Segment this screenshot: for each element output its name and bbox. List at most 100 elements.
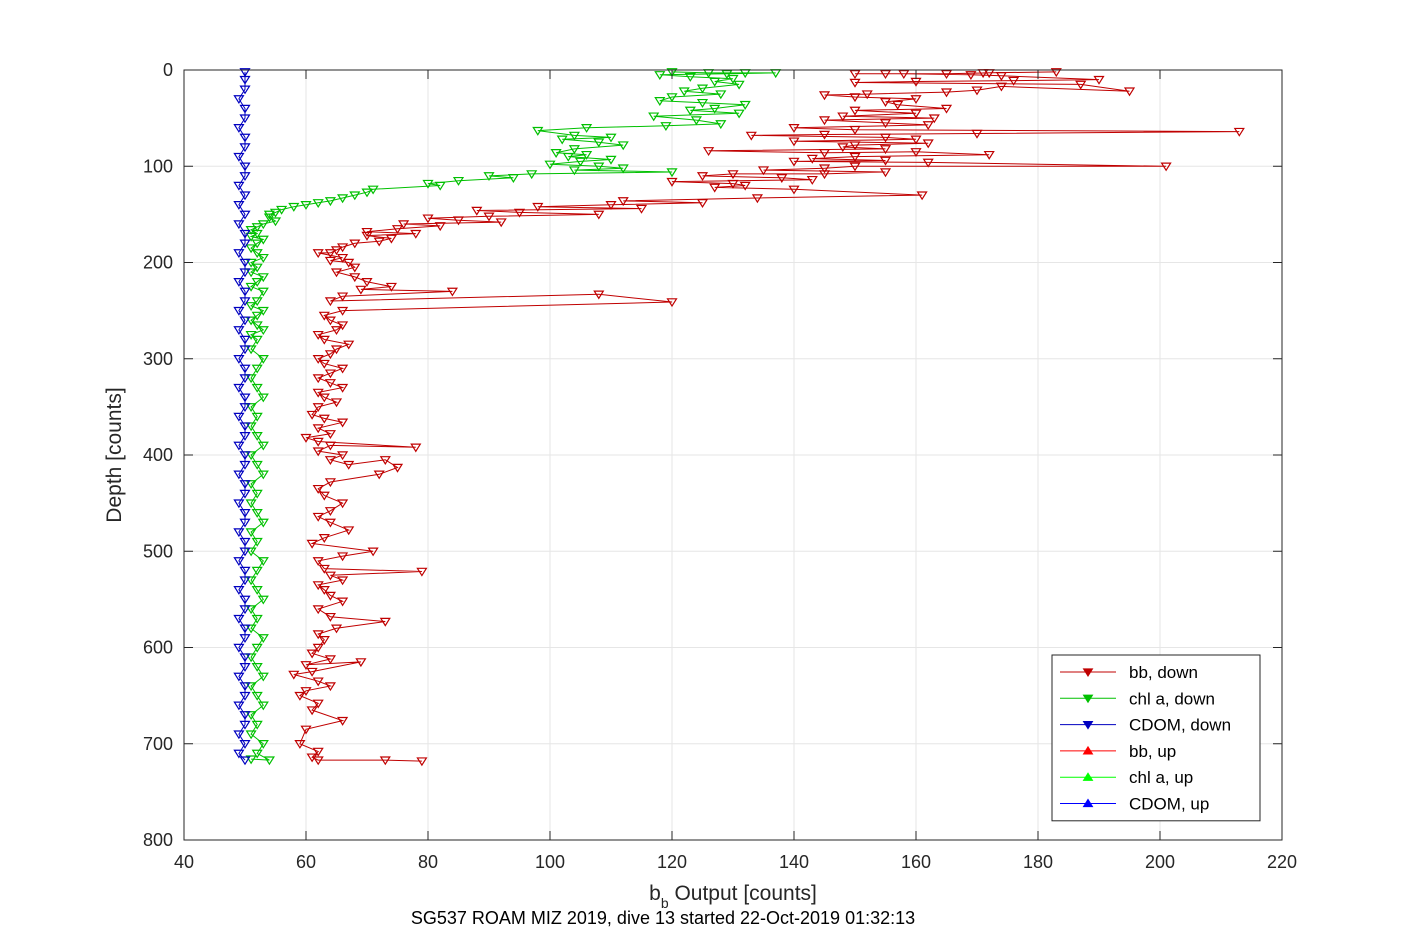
data-point xyxy=(233,701,245,711)
data-point xyxy=(568,131,580,141)
y-tick-label: 600 xyxy=(143,638,173,658)
data-point xyxy=(239,432,251,441)
data-point xyxy=(837,112,849,122)
legend-marker xyxy=(1082,720,1094,730)
data-point xyxy=(1160,162,1172,172)
data-point xyxy=(324,249,336,259)
data-point xyxy=(300,725,312,735)
data-point xyxy=(245,282,257,292)
data-point xyxy=(452,216,465,226)
series-cdom-down xyxy=(233,68,251,766)
data-point xyxy=(257,739,269,749)
y-tick-label: 100 xyxy=(143,156,173,176)
data-point xyxy=(337,576,349,586)
data-point xyxy=(337,306,349,316)
legend-label: chl a, down xyxy=(1129,689,1215,708)
data-point xyxy=(1233,127,1245,137)
data-point xyxy=(245,653,257,663)
data-point xyxy=(239,653,251,663)
y-axis-label: Depth [counts] xyxy=(103,387,126,522)
data-point xyxy=(239,480,251,490)
data-point xyxy=(245,268,257,278)
data-point xyxy=(251,749,263,759)
data-point xyxy=(251,585,263,595)
data-point xyxy=(324,350,336,360)
data-point xyxy=(385,282,397,292)
data-point xyxy=(910,148,922,157)
data-point xyxy=(617,164,629,174)
data-point xyxy=(312,355,324,364)
data-point xyxy=(879,133,892,143)
data-point xyxy=(910,135,922,145)
data-point xyxy=(300,433,312,443)
data-point xyxy=(233,585,245,595)
data-point xyxy=(324,430,336,440)
data-point xyxy=(581,150,593,160)
legend-label: bb, down xyxy=(1129,663,1198,682)
data-point xyxy=(617,141,629,151)
data-point xyxy=(410,443,422,453)
legend-marker xyxy=(1082,798,1094,808)
data-point xyxy=(239,133,251,143)
data-point xyxy=(849,125,861,135)
legend-item: chl a, down xyxy=(1060,689,1215,708)
tick-layer: 40 60 80 100 120 140 160 180 200 220 0 100 200 300 400… xyxy=(143,60,1297,872)
data-point xyxy=(337,716,349,726)
data-point xyxy=(233,95,245,105)
data-point xyxy=(312,699,324,709)
data-point xyxy=(257,326,269,336)
x-tick-label: 40 xyxy=(174,852,194,872)
data-point xyxy=(349,263,361,273)
data-point xyxy=(245,576,257,586)
data-point xyxy=(300,201,312,210)
data-point xyxy=(294,691,306,701)
data-point xyxy=(251,432,263,441)
data-point xyxy=(239,316,251,326)
data-point xyxy=(940,104,953,114)
data-point xyxy=(233,152,245,162)
data-point xyxy=(257,557,269,567)
data-point xyxy=(251,297,263,307)
data-point xyxy=(300,687,312,696)
data-point xyxy=(233,614,245,624)
data-point xyxy=(330,268,343,278)
data-point xyxy=(233,672,245,682)
data-point xyxy=(257,470,269,480)
data-point xyxy=(257,634,269,644)
data-point xyxy=(239,162,251,172)
data-point xyxy=(337,552,349,562)
data-point xyxy=(312,447,324,457)
data-point xyxy=(245,330,257,340)
data-point xyxy=(556,135,568,145)
x-tick-label: 120 xyxy=(657,852,687,872)
x-tick-label: 60 xyxy=(296,852,316,872)
data-point xyxy=(257,273,269,283)
data-point xyxy=(507,174,519,183)
data-point xyxy=(239,345,251,355)
data-point xyxy=(971,129,983,139)
data-point xyxy=(245,232,257,242)
data-point xyxy=(251,489,263,499)
data-point xyxy=(239,711,251,721)
data-point xyxy=(361,188,373,198)
data-point xyxy=(324,197,336,207)
data-point xyxy=(916,191,928,201)
data-point xyxy=(337,194,349,204)
data-point xyxy=(288,670,300,680)
data-point xyxy=(239,634,251,644)
figure-caption: SG537 ROAM MIZ 2019, dive 13 started 22-… xyxy=(411,908,915,928)
data-point xyxy=(312,605,324,615)
data-point xyxy=(239,68,251,78)
data-point xyxy=(806,175,818,185)
data-point xyxy=(337,253,349,263)
data-point xyxy=(1123,87,1136,97)
data-point xyxy=(245,374,257,384)
data-point xyxy=(483,212,495,222)
data-point xyxy=(312,374,324,384)
data-point xyxy=(263,756,275,766)
data-point xyxy=(239,605,251,615)
data-point xyxy=(928,114,940,124)
y-tick-label: 0 xyxy=(163,60,173,80)
data-point xyxy=(696,84,709,94)
data-point xyxy=(617,197,629,207)
